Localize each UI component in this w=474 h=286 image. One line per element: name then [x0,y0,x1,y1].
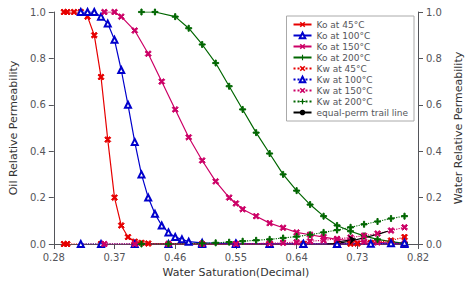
svg-text:0.4: 0.4 [426,146,442,157]
svg-text:Ko at 200°C: Ko at 200°C [317,53,371,63]
svg-text:0.2: 0.2 [426,192,442,203]
svg-text:0.28: 0.28 [43,252,65,263]
svg-text:1.0: 1.0 [426,7,442,18]
svg-text:0.64: 0.64 [285,252,307,263]
svg-text:Kw at 150°C: Kw at 150°C [317,86,373,96]
svg-text:Ko at 150°C: Ko at 150°C [317,42,371,52]
svg-text:0.82: 0.82 [407,252,429,263]
svg-text:Kw at 45°C: Kw at 45°C [317,64,367,74]
svg-text:0.4: 0.4 [30,146,46,157]
svg-text:Kw at 200°C: Kw at 200°C [317,97,373,107]
svg-text:equal-perm trail line: equal-perm trail line [317,108,409,118]
svg-text:0.55: 0.55 [225,252,247,263]
svg-text:Water Saturation(Decimal): Water Saturation(Decimal) [163,266,310,279]
svg-text:0.2: 0.2 [30,192,46,203]
svg-text:0.8: 0.8 [30,53,46,64]
svg-text:0.46: 0.46 [164,252,186,263]
svg-text:Kw at 100°C: Kw at 100°C [317,75,373,85]
svg-text:Ko at 45°C: Ko at 45°C [317,20,365,30]
svg-text:0.73: 0.73 [346,252,368,263]
svg-text:0.6: 0.6 [426,99,442,110]
svg-text:0.6: 0.6 [30,99,46,110]
svg-text:0.8: 0.8 [426,53,442,64]
svg-text:0.37: 0.37 [103,252,125,263]
svg-text:Oil Relative Permeability: Oil Relative Permeability [7,60,20,195]
svg-text:0.0: 0.0 [426,239,442,250]
svg-text:1.0: 1.0 [30,7,46,18]
svg-text:Ko at 100°C: Ko at 100°C [317,31,371,41]
svg-text:Water Relative Permeability: Water Relative Permeability [452,51,465,204]
svg-text:0.0: 0.0 [30,239,46,250]
